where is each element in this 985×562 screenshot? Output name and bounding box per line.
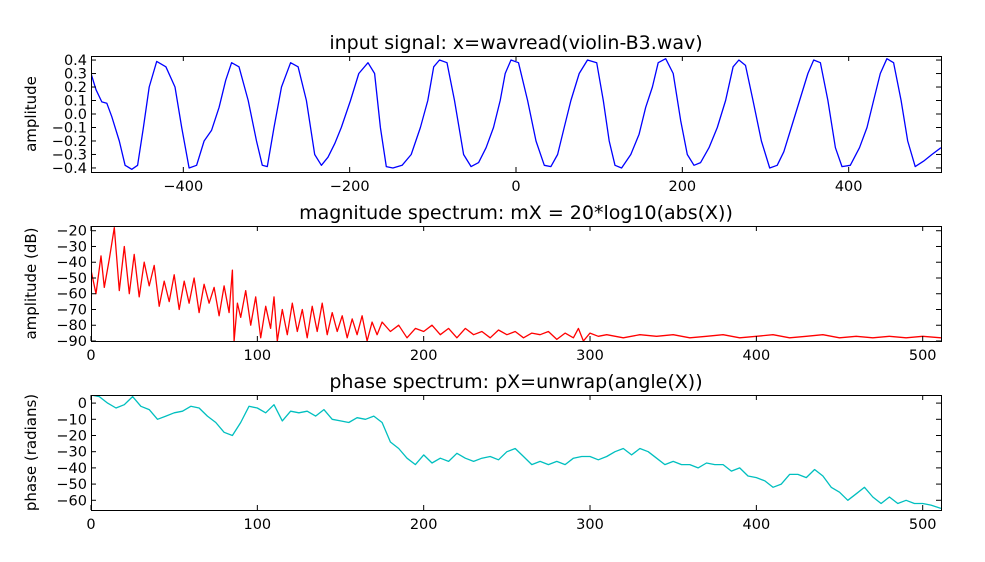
magnitude-spectrum-ylabel: amplitude (dB)	[22, 227, 40, 339]
magnitude-spectrum-xtick-label: 200	[410, 348, 438, 364]
input-signal-ytick-label: 0.3	[64, 67, 87, 83]
magnitude-spectrum-ytick-label: −30	[56, 239, 87, 255]
input-signal-xtick-label: 400	[835, 179, 863, 195]
magnitude-spectrum-xtick-label: 100	[243, 348, 271, 364]
magnitude-spectrum-axes-frame	[91, 226, 942, 342]
phase-spectrum-xtick-label: 100	[243, 517, 271, 533]
phase-spectrum-xtick-label: 400	[743, 517, 771, 533]
magnitude-spectrum-ytick-label: −20	[56, 224, 87, 240]
magnitude-spectrum-series-line	[91, 226, 941, 341]
input-signal-xtick-label: −400	[163, 179, 203, 195]
input-signal-ytick-label: 0.4	[64, 53, 87, 69]
phase-spectrum-xtick-label: 200	[410, 517, 438, 533]
input-signal-xtick-label: 200	[668, 179, 696, 195]
input-signal-ytick-label: −0.3	[52, 147, 87, 163]
magnitude-spectrum-chart: 0 100 200 300 400 500 −20−30−40−50−60−70−80−90…	[22, 202, 942, 364]
input-signal-ytick-label: 0.2	[64, 80, 87, 96]
phase-spectrum-chart: 0 100 200 300 400 5000−10−20−30−40−50−60phase…	[22, 371, 942, 533]
input-signal-ytick-label: 0.0	[64, 107, 87, 123]
magnitude-spectrum-xtick-label: 500	[909, 348, 937, 364]
magnitude-spectrum-title: magnitude spectrum: mX = 20*log10(abs(X)…	[299, 202, 733, 224]
input-signal-chart: −400 −200 0 200 4000.40.30.20.10.0−0.1−0.2−0…	[22, 32, 942, 195]
phase-spectrum-ytick-label: −50	[56, 477, 87, 493]
input-signal-axes-frame	[91, 56, 942, 173]
phase-spectrum-xtick-label: 500	[909, 517, 937, 533]
magnitude-spectrum-xtick-label: 300	[576, 348, 604, 364]
input-signal-xtick-label: 0	[511, 179, 520, 195]
magnitude-spectrum-xtick-label: 0	[86, 348, 95, 364]
input-signal-ytick-label: −0.1	[52, 120, 87, 136]
input-signal-ylabel: amplitude	[22, 76, 40, 152]
magnitude-spectrum-ytick-label: −50	[56, 271, 87, 287]
magnitude-spectrum-ytick-label: −70	[56, 302, 87, 318]
phase-spectrum-ytick-label: −20	[56, 428, 87, 444]
phase-spectrum-ylabel: phase (radians)	[22, 394, 40, 511]
phase-spectrum-ytick-label: −60	[56, 493, 87, 509]
phase-spectrum-title: phase spectrum: pX=unwrap(angle(X))	[329, 371, 702, 393]
phase-spectrum-ytick-label: −40	[56, 461, 87, 477]
magnitude-spectrum-ytick-label: −60	[56, 287, 87, 303]
magnitude-spectrum-ytick-label: −40	[56, 255, 87, 271]
magnitude-spectrum-ytick-label: −80	[56, 318, 87, 334]
phase-spectrum-ytick-label: −10	[56, 412, 87, 428]
magnitude-spectrum-xtick-label: 400	[743, 348, 771, 364]
phase-spectrum-series-line	[91, 395, 941, 510]
input-signal-ytick-label: −0.2	[52, 134, 87, 150]
phase-spectrum-xtick-label: 300	[576, 517, 604, 533]
phase-spectrum-axes-frame	[91, 395, 942, 511]
input-signal-series-line	[91, 58, 941, 170]
input-signal-xtick-label: −200	[330, 179, 370, 195]
magnitude-spectrum-ytick-label: −90	[56, 334, 87, 350]
phase-spectrum-ytick-label: −30	[56, 445, 87, 461]
phase-spectrum-xtick-label: 0	[86, 517, 95, 533]
input-signal-title: input signal: x=wavread(violin-B3.wav)	[329, 32, 702, 54]
input-signal-ytick-label: −0.4	[52, 161, 87, 177]
phase-spectrum-ytick-label: 0	[78, 396, 87, 412]
input-signal-ytick-label: 0.1	[64, 94, 87, 110]
